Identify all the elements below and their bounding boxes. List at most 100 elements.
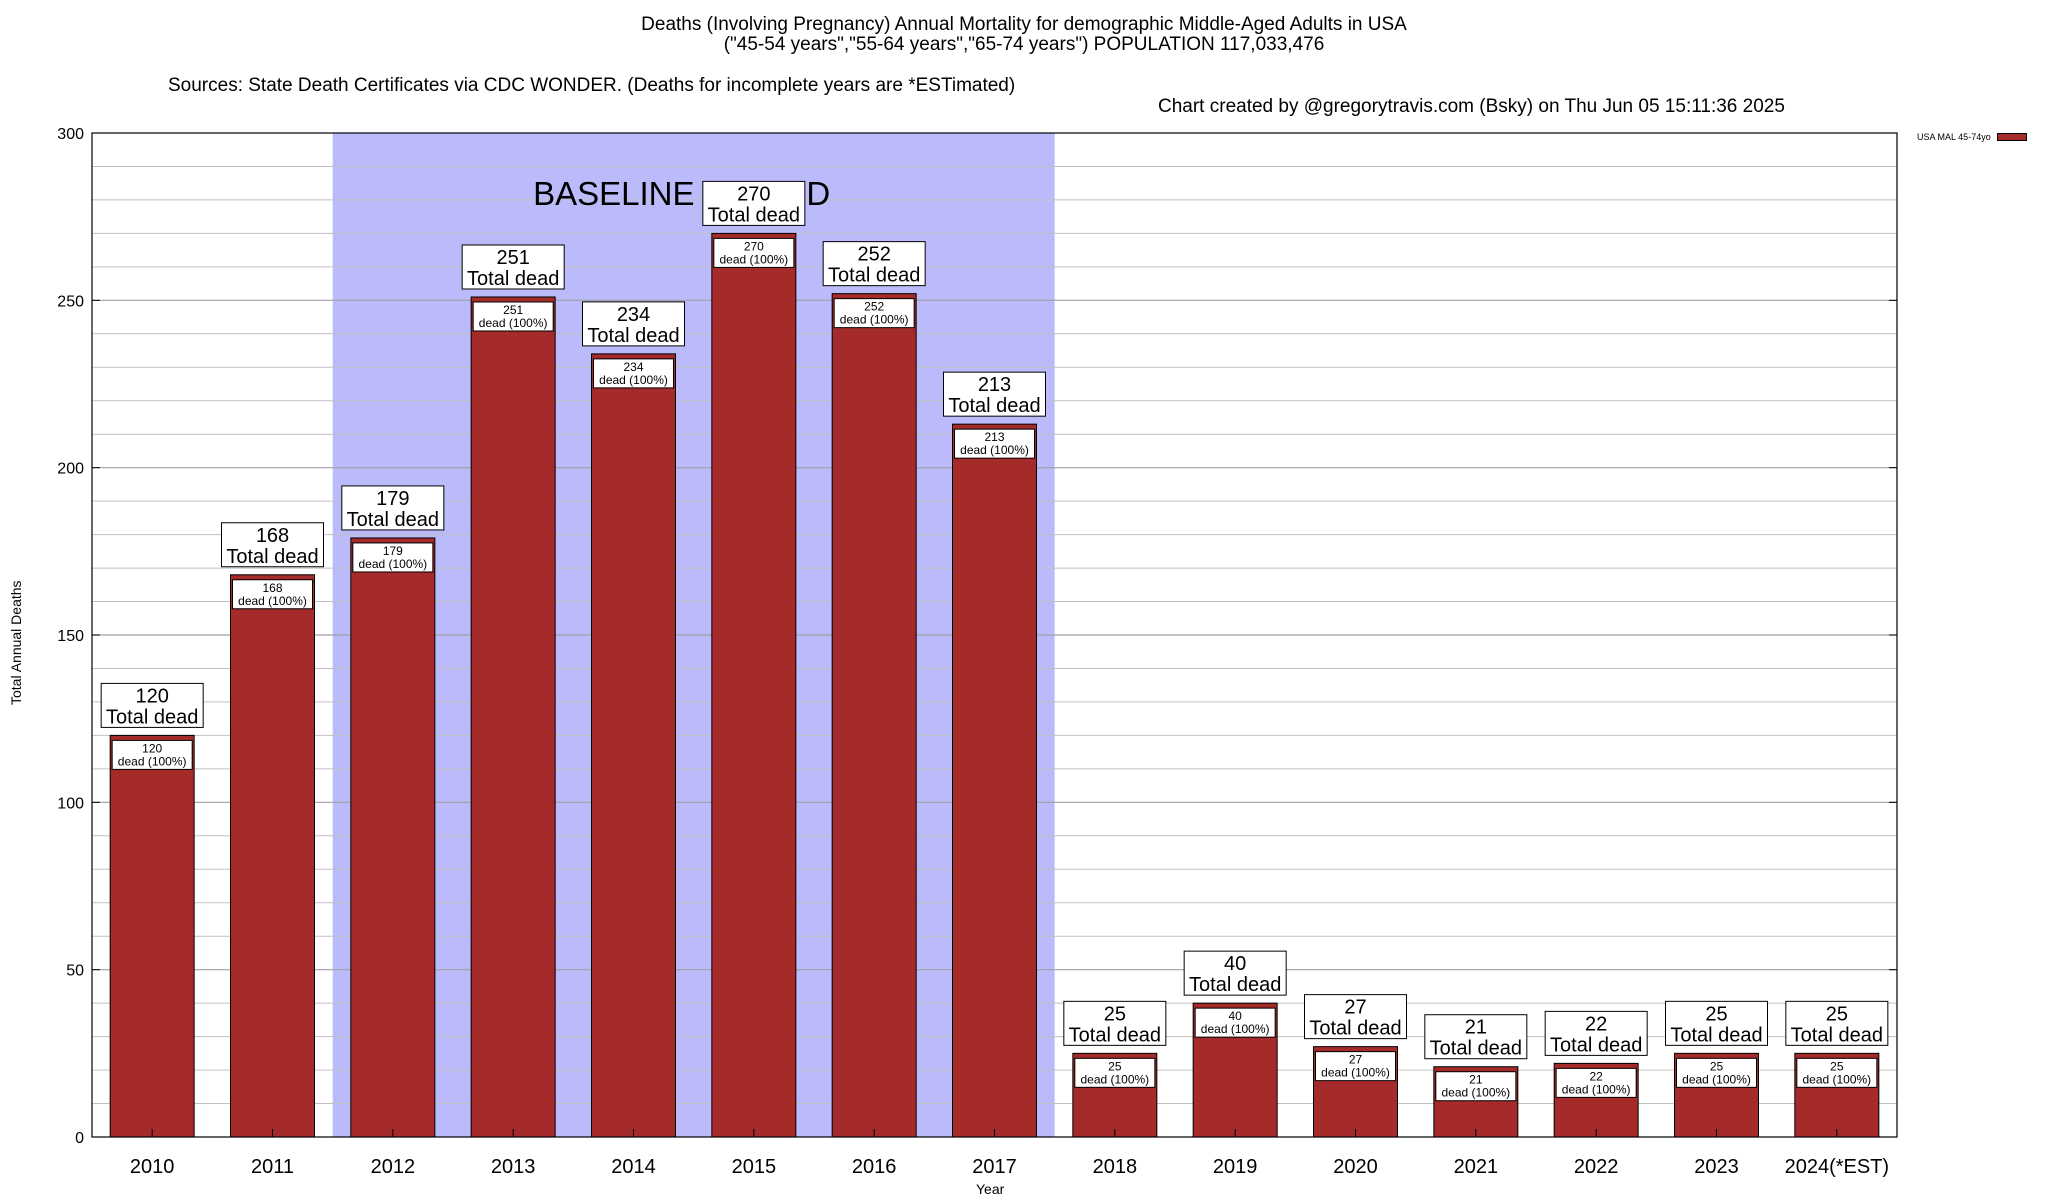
bar-inner-percent-label: dead (100%) (1682, 1072, 1751, 1086)
bar-top-label-box (1544, 1010, 1648, 1056)
bar-top-value-label: 21 (1465, 1017, 1487, 1039)
bar-top-label-box (1665, 1000, 1768, 1046)
bar-top-value-label: 25 (1104, 1003, 1126, 1025)
x-tick-label: 2023 (1694, 1156, 1739, 1178)
bar-inner-percent-label: dead (100%) (1321, 1066, 1390, 1080)
bar (831, 293, 917, 1138)
x-tick-label: 2013 (491, 1156, 536, 1178)
bar-top-value-label: 168 (256, 525, 289, 547)
bar (350, 537, 436, 1138)
bar-inner-label-box (352, 542, 434, 573)
bar-inner-percent-label: dead (100%) (1562, 1082, 1631, 1096)
bar-inner-percent-label: dead (100%) (1201, 1022, 1270, 1036)
bar-inner-value-label: 251 (503, 303, 523, 317)
bar-top-total-label: Total dead (1189, 974, 1281, 996)
bar-inner-label-box (1194, 1007, 1276, 1038)
x-tick-label: 2011 (251, 1156, 294, 1178)
bar-inner-value-label: 120 (142, 741, 162, 755)
bar-inner-value-label: 40 (1228, 1009, 1242, 1023)
x-tick-label: 2012 (371, 1156, 416, 1178)
bar-top-total-label: Total dead (587, 325, 679, 347)
bar-inner-label-box (1435, 1071, 1517, 1102)
bar-inner-value-label: 252 (864, 300, 884, 314)
bar-inner-percent-label: dead (100%) (719, 252, 788, 266)
bar-inner-label-box (472, 301, 554, 332)
bar-inner-percent-label: dead (100%) (599, 373, 668, 387)
bar-top-value-label: 40 (1224, 953, 1246, 975)
bar-top-total-label: Total dead (1069, 1024, 1161, 1046)
bar (109, 734, 195, 1138)
bar-top-value-label: 270 (737, 183, 770, 205)
chart-subtitle: ("45-54 years","55-64 years","65-74 year… (723, 34, 1325, 55)
bar-top-value-label: 251 (496, 247, 529, 269)
bar-inner-value-label: 179 (383, 544, 403, 558)
bar-inner-percent-label: dead (100%) (1080, 1072, 1149, 1086)
bar-top-total-label: Total dead (467, 268, 559, 290)
bar-top-total-label: Total dead (347, 509, 439, 531)
bar-inner-value-label: 168 (262, 581, 282, 595)
bar-top-total-label: Total dead (1309, 1018, 1401, 1040)
bar-inner-percent-label: dead (100%) (479, 316, 548, 330)
y-tick-label: 150 (57, 628, 84, 645)
legend-swatch (1996, 133, 2027, 141)
x-tick-label: 2019 (1213, 1156, 1258, 1178)
y-tick-label: 50 (66, 963, 84, 980)
x-tick-label: 2018 (1093, 1156, 1138, 1178)
bar-inner-percent-label: dead (100%) (1802, 1072, 1871, 1086)
bar-inner-value-label: 25 (1830, 1059, 1844, 1073)
bar-top-value-label: 25 (1705, 1003, 1727, 1025)
x-tick-label: 2024(*EST) (1785, 1156, 1890, 1178)
bar-top-value-label: 252 (857, 244, 890, 266)
bar (711, 232, 797, 1138)
bar-top-label-box (582, 301, 685, 347)
bar-inner-percent-label: dead (100%) (238, 594, 307, 608)
plot-border (91, 132, 1898, 1138)
legend-label: USA MAL 45-74yo (1917, 132, 1991, 142)
x-tick-label: 2021 (1454, 1156, 1499, 1178)
bar-top-label-box (1304, 994, 1407, 1040)
bar-inner-value-label: 234 (623, 360, 643, 374)
bar-inner-value-label: 25 (1710, 1059, 1724, 1073)
bar-top-label-box (1424, 1014, 1528, 1060)
bar-top-label-box (1063, 1000, 1167, 1046)
bar-top-label-box (1183, 950, 1287, 996)
x-tick-label: 2017 (972, 1156, 1017, 1178)
bar-top-total-label: Total dead (1670, 1024, 1762, 1046)
bar-inner-label-box (1796, 1057, 1878, 1088)
bar-inner-percent-label: dead (100%) (840, 313, 909, 327)
bar-inner-percent-label: dead (100%) (960, 443, 1029, 457)
bar-inner-label-box (593, 358, 674, 389)
bar-top-value-label: 22 (1585, 1013, 1607, 1035)
x-tick-label: 2016 (852, 1156, 897, 1178)
legend: USA MAL 45-74yo (1917, 132, 2027, 142)
credit-text: Chart created by @gregorytravis.com (Bsk… (1158, 96, 1785, 117)
bar-top-value-label: 120 (135, 685, 168, 707)
bar-top-label-box (100, 682, 204, 728)
bar-top-label-box (943, 371, 1046, 417)
chart-sources-line: Sources: State Death Certificates via CD… (0, 54, 2048, 117)
bar-inner-value-label: 22 (1589, 1069, 1603, 1083)
x-tick-label: 2022 (1574, 1156, 1619, 1178)
bar-top-total-label: Total dead (226, 546, 318, 568)
bar-top-label-box (822, 241, 926, 287)
bar-inner-value-label: 213 (984, 430, 1004, 444)
bar-inner-label-box (111, 739, 193, 770)
bar-inner-label-box (232, 579, 313, 610)
bar-top-label-box (1785, 1000, 1889, 1046)
y-tick-label: 0 (75, 1130, 84, 1147)
bar (591, 353, 676, 1138)
bar-inner-label-box (833, 298, 915, 329)
x-tick-label: 2010 (130, 1156, 175, 1178)
bar-inner-percent-label: dead (100%) (358, 557, 427, 571)
bar-top-total-label: Total dead (106, 706, 198, 728)
x-tick-label: 2014 (611, 1156, 656, 1178)
bar-top-value-label: 179 (376, 488, 409, 510)
bar-top-value-label: 27 (1344, 997, 1366, 1019)
bar-inner-label-box (954, 428, 1035, 459)
bar-top-value-label: 234 (617, 304, 650, 326)
y-tick-label: 100 (57, 795, 84, 812)
bar-inner-percent-label: dead (100%) (1441, 1086, 1510, 1100)
bar-top-total-label: Total dead (828, 265, 920, 287)
bar-inner-value-label: 27 (1349, 1053, 1363, 1067)
